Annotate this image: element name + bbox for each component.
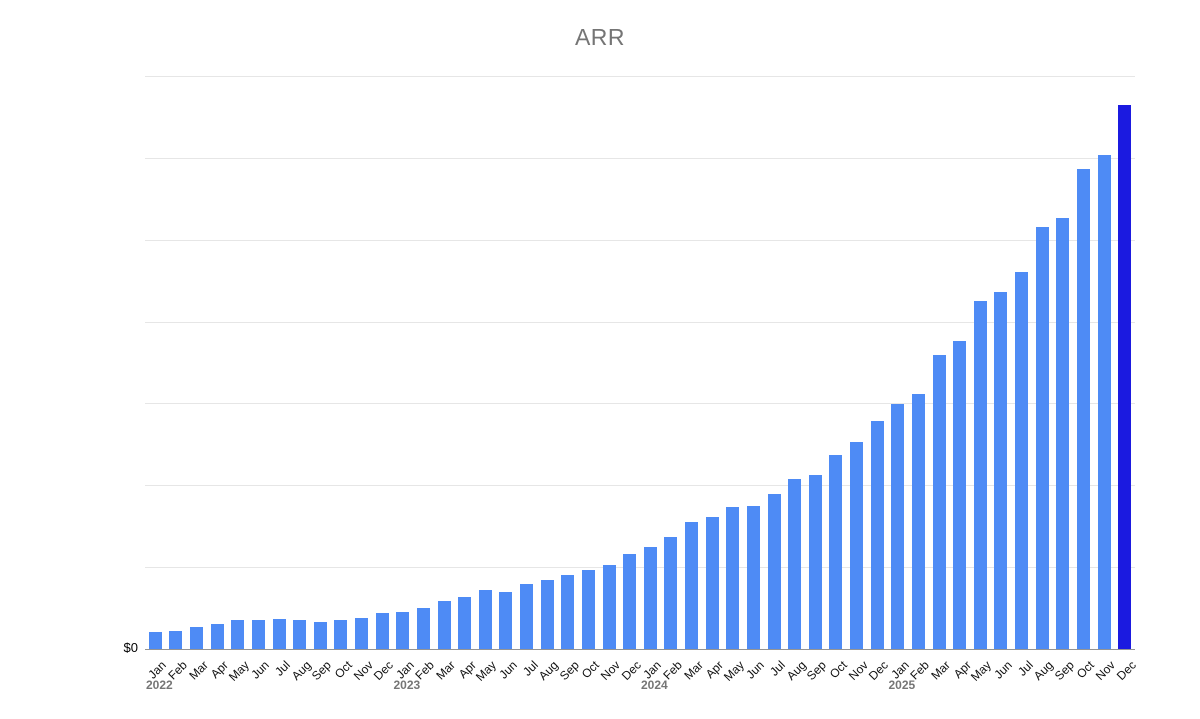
bar-apr-2023[interactable] [458,597,472,649]
bar-feb-2022[interactable] [169,631,183,649]
bar-mar-2024[interactable] [685,522,699,649]
bar-aug-2023[interactable] [540,580,554,649]
bar-jan-2023[interactable] [396,612,410,649]
bar-sep-2023[interactable] [561,575,575,649]
bar-feb-2024[interactable] [664,537,678,649]
bar-dec-2025[interactable] [1118,105,1132,649]
bar-jun-2025[interactable] [994,292,1008,649]
bar-feb-2023[interactable] [416,608,430,649]
bar-apr-2022[interactable] [210,624,224,649]
bar-nov-2023[interactable] [602,565,616,649]
y-axis-zero-label: $0 [123,640,138,655]
bar-jun-2022[interactable] [251,620,265,649]
gridline [145,485,1135,487]
bar-feb-2025[interactable] [911,394,925,649]
chart-title: ARR [574,24,626,50]
bar-may-2025[interactable] [973,301,987,649]
gridline [145,239,1135,241]
bar-aug-2025[interactable] [1035,227,1049,649]
x-year-label: 2024 [641,678,668,692]
bar-nov-2025[interactable] [1097,155,1111,649]
bar-jul-2022[interactable] [272,619,286,649]
bar-may-2023[interactable] [478,590,492,649]
bar-oct-2022[interactable] [334,620,348,649]
bar-nov-2022[interactable] [355,618,369,649]
bar-mar-2022[interactable] [190,627,204,649]
gridline [145,157,1135,159]
bar-nov-2024[interactable] [850,442,864,649]
bar-apr-2025[interactable] [953,341,967,649]
gridline [145,403,1135,405]
bar-mar-2023[interactable] [437,601,451,649]
bar-aug-2022[interactable] [293,620,307,649]
bar-oct-2024[interactable] [829,455,843,649]
bar-jan-2025[interactable] [891,404,905,649]
gridline [145,321,1135,323]
bar-may-2024[interactable] [726,507,740,649]
bar-jul-2025[interactable] [1015,272,1029,649]
bar-oct-2025[interactable] [1076,169,1090,649]
x-axis-line [145,649,1135,650]
bar-mar-2025[interactable] [932,355,946,649]
gridline [145,76,1135,77]
bar-oct-2023[interactable] [581,570,595,649]
x-year-label: 2025 [888,678,916,692]
bar-sep-2024[interactable] [808,475,822,649]
bar-jan-2024[interactable] [643,547,657,649]
bar-aug-2024[interactable] [788,479,802,649]
bar-dec-2023[interactable] [623,554,637,649]
gridline [145,567,1135,569]
bar-dec-2024[interactable] [870,421,884,649]
bar-jun-2024[interactable] [746,506,760,649]
bar-jul-2023[interactable] [520,584,534,649]
x-year-label: 2023 [393,678,421,692]
bar-jan-2022[interactable] [148,632,162,649]
bar-jun-2023[interactable] [499,592,513,649]
x-year-label: 2022 [146,678,173,692]
bar-apr-2024[interactable] [705,517,719,649]
bar-sep-2022[interactable] [313,622,327,649]
bar-jul-2024[interactable] [767,494,781,649]
bar-dec-2022[interactable] [375,613,389,649]
bar-may-2022[interactable] [231,620,245,649]
bar-sep-2025[interactable] [1056,218,1070,649]
